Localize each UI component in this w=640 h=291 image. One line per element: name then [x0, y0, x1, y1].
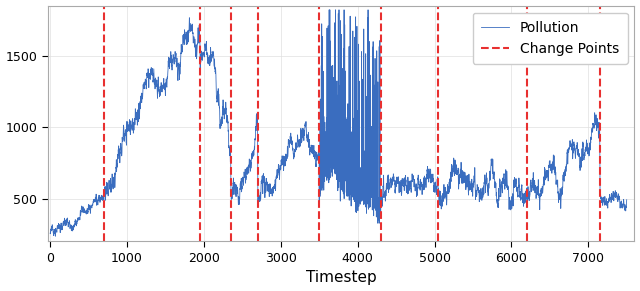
Pollution: [46, 231, 54, 235]
Pollution: [621, 205, 628, 209]
Change Points: [100, 268, 108, 272]
X-axis label: Timestep: Timestep: [306, 270, 376, 285]
Pollution: [500, 172, 508, 175]
Pollution: [325, 8, 333, 12]
Pollution: [623, 198, 630, 201]
Pollution: [419, 188, 426, 191]
Legend: Pollution, Change Points: Pollution, Change Points: [473, 13, 627, 64]
Pollution: [164, 77, 172, 81]
Pollution: [262, 180, 270, 183]
Pollution: [170, 56, 177, 59]
Change Points: [100, 268, 108, 272]
Line: Pollution: Pollution: [50, 10, 627, 236]
Pollution: [52, 235, 60, 238]
